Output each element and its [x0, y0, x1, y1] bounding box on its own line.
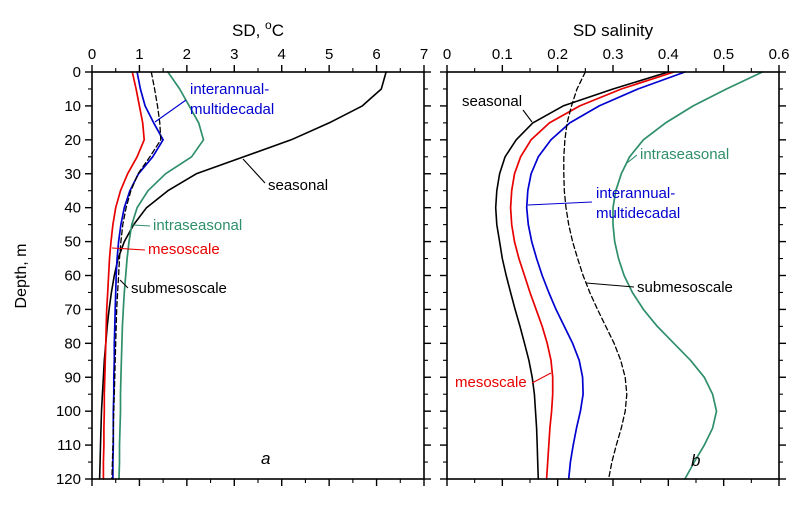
annotation-leader-line [522, 109, 533, 123]
annotation-leader-line [111, 247, 146, 251]
annotation-label: seasonal [462, 93, 522, 110]
series-submesoscale [111, 71, 162, 480]
series-intraseasonal [612, 71, 764, 480]
y-tick-label: 60 [64, 268, 81, 285]
x-tick-label: 0 [443, 46, 451, 63]
y-tick-label: 90 [64, 369, 81, 386]
annotation-label: submesoscale [637, 279, 733, 296]
y-tick-label: 30 [64, 166, 81, 183]
x-tick-label: 0.6 [769, 46, 790, 63]
x-tick-label: 0 [88, 46, 96, 63]
annotation-label: intraseasonal [153, 217, 242, 234]
annotation-leader-line [531, 372, 552, 384]
annotation-leader-line [242, 158, 266, 184]
y-tick-label: 80 [64, 335, 81, 352]
panel-letter: a [261, 449, 270, 468]
annotation-label: mesoscale [455, 374, 527, 391]
annotation-label: interannual- [596, 185, 675, 202]
axes-frame [91, 71, 425, 480]
series-intraseasonal [118, 71, 205, 480]
annotation-label: seasonal [268, 177, 328, 194]
x-tick-label: 2 [183, 46, 191, 63]
y-tick-label: 10 [64, 98, 81, 115]
x-tick-label: 6 [372, 46, 380, 63]
annotation-leader-line [154, 99, 187, 123]
annotation-label: interannual- [190, 81, 269, 98]
x-tick-label: 1 [135, 46, 143, 63]
annotation-leader-line [626, 154, 638, 164]
y-axis-title: Depth, m [13, 244, 30, 309]
series-interannual-multidecadal [525, 71, 686, 480]
y-tick-label: 50 [64, 234, 81, 251]
series-interannual-multidecadal [112, 71, 164, 480]
annotation-label: intraseasonal [640, 146, 729, 163]
y-tick-label: 40 [64, 200, 81, 217]
x-tick-label: 3 [230, 46, 238, 63]
series-mesoscale [509, 71, 675, 480]
x-tick-label: 0.2 [547, 46, 568, 63]
annotation-leader-line [132, 224, 151, 227]
series-submesoscale [563, 71, 628, 480]
x-tick-label: 4 [278, 46, 286, 63]
annotation-leader-line [527, 201, 593, 206]
annotation-label: mesoscale [148, 241, 220, 258]
axes-frame [446, 71, 780, 480]
annotation-label: multidecadal [190, 101, 274, 118]
x-axis-title: SD, oC [232, 18, 284, 40]
y-tick-label: 110 [57, 437, 81, 454]
x-axis-title: SD salinity [573, 21, 654, 40]
annotation-label: multidecadal [596, 205, 680, 222]
y-tick-label: 120 [56, 471, 81, 488]
y-tick-label: 0 [73, 64, 81, 81]
x-tick-label: 0.5 [713, 46, 734, 63]
panel-a: 0 1 2 3 4 5 6 70102030405060708090100110120inte… [56, 18, 431, 488]
panel-letter: b [691, 451, 700, 470]
x-tick-label: 7 [420, 46, 428, 63]
series-seasonal [494, 71, 670, 480]
y-tick-label: 70 [64, 301, 81, 318]
series-seasonal [98, 71, 387, 480]
x-tick-label: 0.3 [603, 46, 624, 63]
panel-b: 0 0.1 0.2 0.3 0.4 0.5 0.6 seasonal intraseasonal… [440, 21, 789, 486]
series-mesoscale [102, 71, 146, 480]
annotation-leader-line [585, 282, 635, 288]
annotation-leader-line [119, 279, 129, 289]
x-tick-label: 0.1 [492, 46, 513, 63]
x-tick-label: 5 [325, 46, 333, 63]
y-tick-label: 100 [56, 403, 81, 420]
y-tick-label: 20 [64, 132, 81, 149]
x-tick-label: 0.4 [658, 46, 679, 63]
annotation-label: submesoscale [131, 280, 227, 297]
